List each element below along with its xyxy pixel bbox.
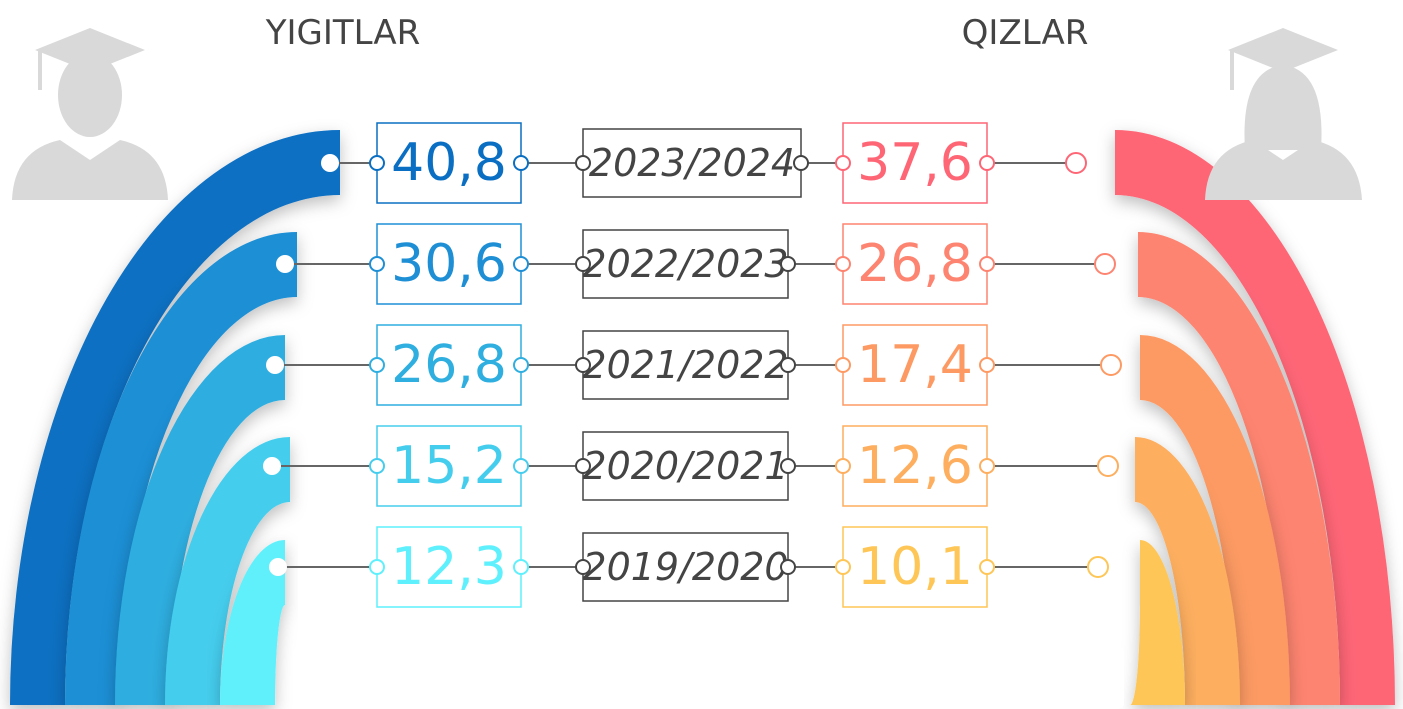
- bands: [10, 130, 1395, 708]
- dot: [263, 457, 281, 475]
- girls-value: 17,4: [857, 335, 973, 395]
- node: [979, 458, 995, 474]
- node: [979, 155, 995, 171]
- band: [1130, 540, 1185, 705]
- node: [835, 559, 851, 575]
- right-heading: QIZLAR: [962, 13, 1089, 53]
- node: [835, 458, 851, 474]
- node: [575, 155, 591, 171]
- node: [780, 458, 796, 474]
- node: [979, 559, 995, 575]
- year-box: [582, 128, 802, 198]
- dot: [1087, 556, 1109, 578]
- band: [1115, 130, 1395, 705]
- band: [115, 335, 285, 705]
- stand: [293, 648, 323, 708]
- band: [65, 232, 297, 705]
- node: [575, 458, 591, 474]
- node: [513, 256, 529, 272]
- node: [369, 256, 385, 272]
- value-box: [376, 122, 522, 204]
- value-box: [842, 122, 988, 204]
- node: [369, 357, 385, 373]
- node: [513, 155, 529, 171]
- year: 2022/2023: [582, 242, 788, 286]
- girls-value: 26,8: [857, 234, 973, 294]
- band: [1135, 437, 1240, 705]
- node: [369, 155, 385, 171]
- boys-value: 40,8: [391, 133, 507, 193]
- node: [780, 559, 796, 575]
- node: [793, 155, 809, 171]
- boys-value: 30,6: [391, 234, 507, 294]
- node: [835, 357, 851, 373]
- dot: [1094, 253, 1116, 275]
- node: [513, 357, 529, 373]
- dot: [321, 154, 339, 172]
- band: [165, 437, 290, 705]
- year-box: [582, 330, 789, 400]
- boys-value: 12,3: [391, 537, 507, 597]
- node: [513, 559, 529, 575]
- node: [835, 256, 851, 272]
- boys-value: 15,2: [391, 436, 507, 496]
- rows: 40,8 2023/2024 37,6 30,6 2022/2023 26,8 26,8 20…: [263, 122, 1122, 608]
- year: 2019/2020: [582, 545, 788, 589]
- girl-icon: [1205, 28, 1362, 200]
- left-heading: YIGITLAR: [265, 13, 421, 53]
- dot: [276, 255, 294, 273]
- year: 2020/2021: [582, 444, 788, 488]
- node: [979, 357, 995, 373]
- value-box: [842, 324, 988, 406]
- boys-value: 26,8: [391, 335, 507, 395]
- stand: [1094, 648, 1124, 708]
- band: [1140, 335, 1290, 705]
- value-box: [376, 324, 522, 406]
- girls-value: 10,1: [857, 537, 973, 597]
- year-box: [582, 431, 789, 501]
- girls-value: 37,6: [857, 133, 973, 193]
- node: [780, 256, 796, 272]
- dot: [1097, 455, 1119, 477]
- dot: [1065, 152, 1087, 174]
- node: [780, 357, 796, 373]
- value-box: [842, 526, 988, 608]
- node: [513, 458, 529, 474]
- node: [369, 559, 385, 575]
- node: [369, 458, 385, 474]
- band: [220, 540, 285, 705]
- value-box: [842, 425, 988, 507]
- year: 2023/2024: [589, 141, 795, 185]
- dot: [269, 558, 287, 576]
- girls-value: 12,6: [857, 436, 973, 496]
- band: [10, 130, 340, 705]
- dot: [1100, 354, 1122, 376]
- node: [835, 155, 851, 171]
- band: [1138, 232, 1340, 705]
- node: [979, 256, 995, 272]
- dot: [266, 356, 284, 374]
- node: [575, 357, 591, 373]
- value-box: [376, 425, 522, 507]
- boy-icon: [12, 28, 168, 200]
- year: 2021/2022: [582, 343, 788, 387]
- node: [575, 256, 591, 272]
- node: [575, 559, 591, 575]
